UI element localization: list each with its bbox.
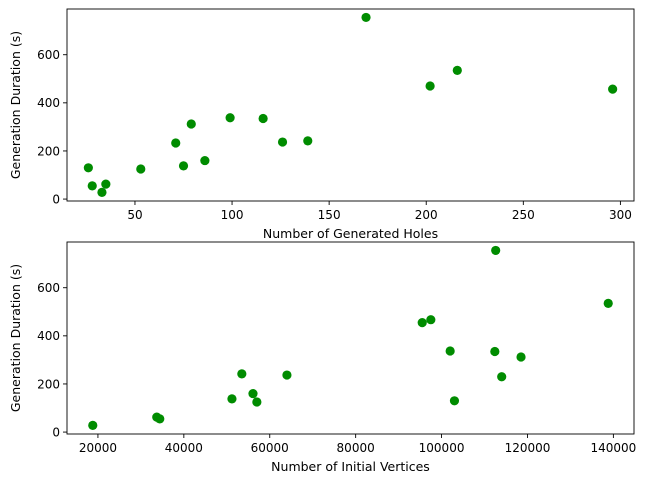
bottom-scatter-panel: 20000 40000 60000 80000 100000 120000 140000 0 2… <box>8 241 636 474</box>
data-point <box>277 137 288 147</box>
data-point <box>445 346 455 356</box>
top-scatter-panel: 50 100 150 200 250 300 0 200 400 600 Number of Gen… <box>8 8 635 241</box>
data-point <box>490 346 500 357</box>
y-tick-label: 0 <box>52 425 60 439</box>
x-tick-label: 100 <box>221 208 244 222</box>
data-point <box>258 113 268 124</box>
x-axis-label: Number of Initial Vertices <box>271 459 430 474</box>
data-point <box>491 245 501 256</box>
data-point <box>83 163 93 173</box>
data-point <box>303 136 313 146</box>
data-point <box>186 119 196 129</box>
data-point <box>171 138 181 148</box>
data-point <box>200 155 210 166</box>
data-point <box>178 161 189 171</box>
data-point <box>452 65 462 75</box>
y-tick-label: 400 <box>37 96 60 110</box>
data-point <box>516 352 526 362</box>
x-tick-label: 20000 <box>79 441 117 455</box>
data-point <box>87 181 97 191</box>
data-point <box>101 179 111 189</box>
data-point <box>282 370 292 380</box>
x-tick-label: 60000 <box>251 441 289 455</box>
x-tick-label: 120000 <box>505 441 551 455</box>
x-tick-label: 300 <box>609 208 632 222</box>
x-tick-label: 250 <box>512 208 535 222</box>
x-tick-label: 100000 <box>419 441 465 455</box>
data-point <box>97 187 107 197</box>
y-tick-label: 200 <box>37 144 60 158</box>
x-tick-label: 40000 <box>165 441 203 455</box>
x-axis-label: Number of Generated Holes <box>263 226 438 241</box>
data-point <box>608 84 618 94</box>
y-tick-label: 400 <box>37 329 60 343</box>
data-point <box>425 81 435 91</box>
data-point <box>227 394 237 404</box>
data-point <box>225 113 235 123</box>
data-point <box>237 369 247 379</box>
data-point <box>417 318 427 328</box>
x-tick-label: 80000 <box>337 441 375 455</box>
y-axis-label: Generation Duration (s) <box>8 264 23 412</box>
data-point <box>497 372 507 382</box>
y-tick-label: 600 <box>37 48 60 62</box>
x-tick-label: 140000 <box>590 441 636 455</box>
data-point <box>252 397 262 407</box>
data-point <box>361 12 371 23</box>
x-tick-label: 150 <box>318 208 341 222</box>
plot-frame <box>66 8 635 202</box>
y-tick-label: 600 <box>37 281 60 295</box>
data-point <box>155 414 165 424</box>
data-point <box>426 315 436 325</box>
data-point <box>88 420 98 430</box>
x-tick-label: 200 <box>415 208 438 222</box>
y-tick-label: 0 <box>52 192 60 206</box>
data-point <box>449 396 460 406</box>
y-tick-label: 200 <box>37 377 60 391</box>
data-point <box>248 388 258 399</box>
y-axis-label: Generation Duration (s) <box>8 31 23 179</box>
x-tick-label: 50 <box>127 208 142 222</box>
data-point <box>603 298 613 308</box>
data-point <box>136 164 146 174</box>
plot-frame <box>66 241 635 435</box>
